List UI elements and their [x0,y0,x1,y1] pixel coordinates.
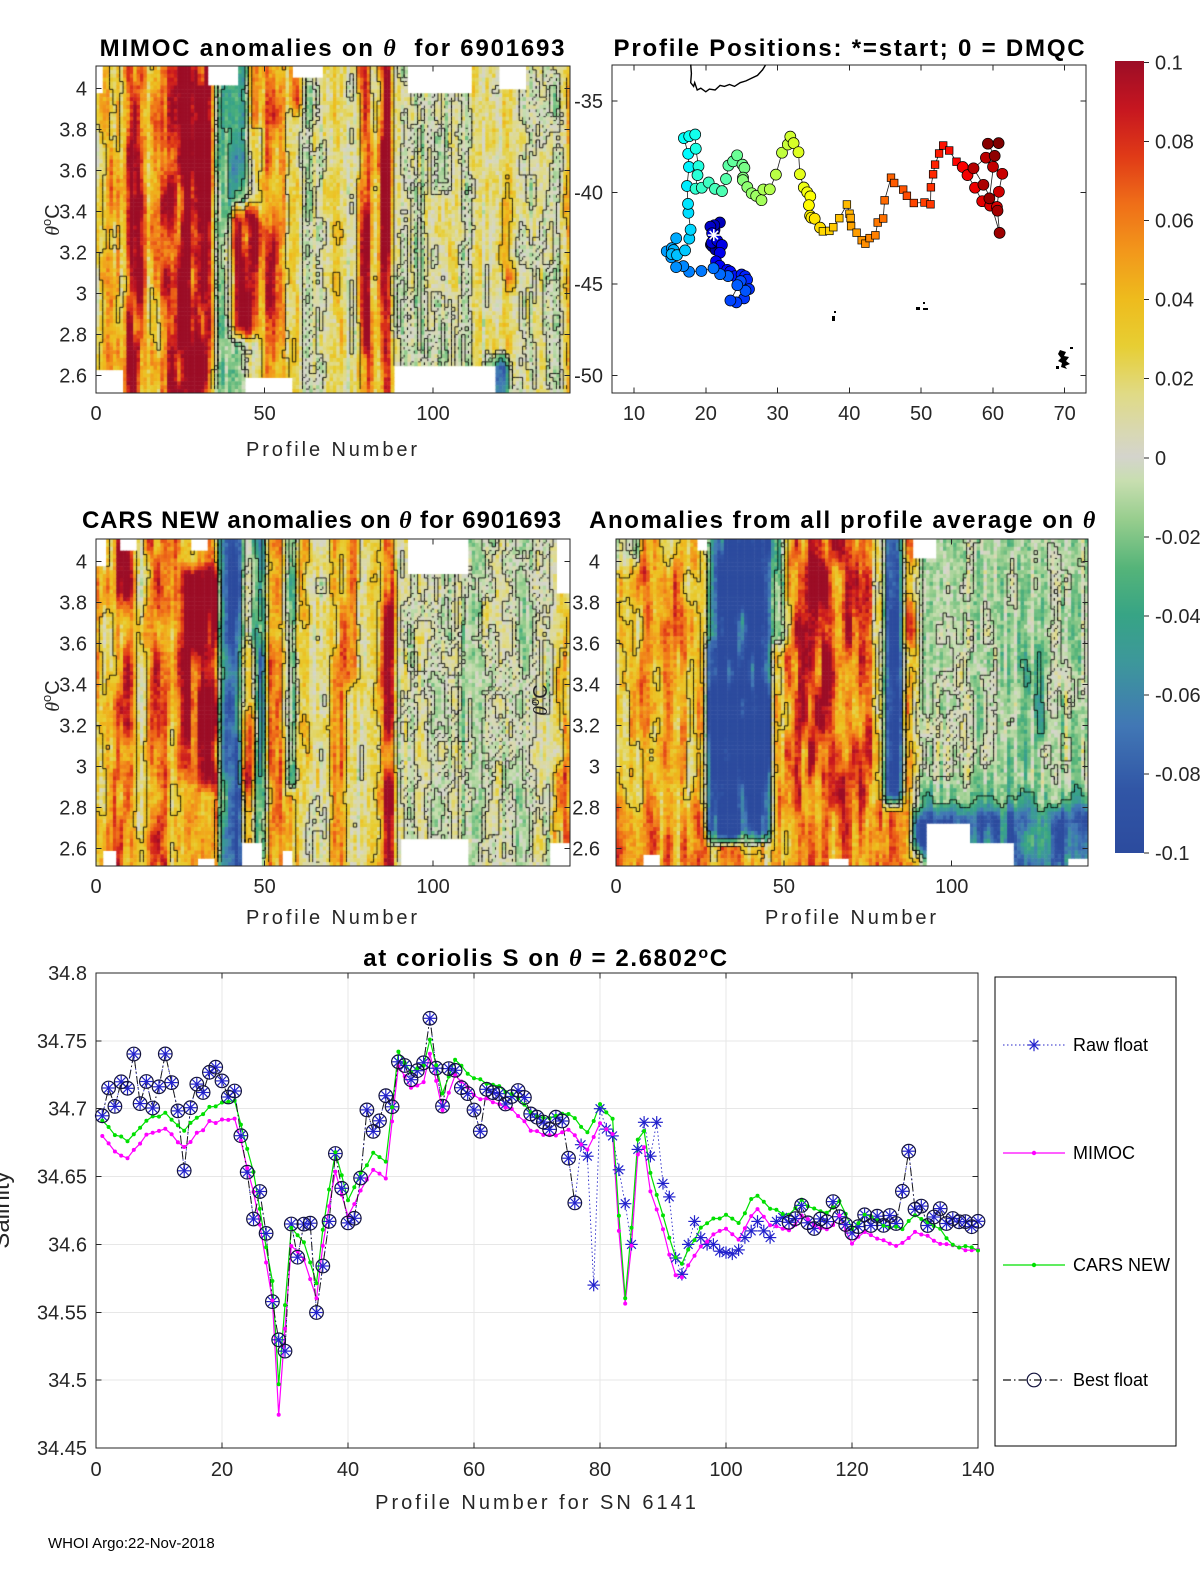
svg-text:Profile Positions: *=start; 0: Profile Positions: *=start; 0 = DMQC [614,35,1087,62]
svg-text:4: 4 [76,552,87,574]
svg-text:34.65: 34.65 [37,1167,87,1189]
svg-text:70: 70 [1054,403,1076,425]
svg-text:at coriolis S on θ = 2.6802oC: at coriolis S on θ = 2.6802oC [363,945,728,972]
svg-text:50: 50 [253,876,275,898]
svg-text:3: 3 [76,757,87,779]
svg-text:-0.04: -0.04 [1155,606,1200,628]
svg-text:34.75: 34.75 [37,1031,87,1053]
svg-text:3.8: 3.8 [59,593,87,615]
svg-text:0.06: 0.06 [1155,211,1194,233]
svg-text:MIMOC: MIMOC [1073,1143,1135,1163]
svg-text:3.2: 3.2 [572,716,600,738]
svg-text:20: 20 [211,1459,233,1481]
svg-text:2.6: 2.6 [59,366,87,388]
svg-text:0: 0 [610,876,621,898]
svg-text:0: 0 [90,876,101,898]
svg-text:100: 100 [935,876,968,898]
svg-text:2.6: 2.6 [572,839,600,861]
svg-text:2.8: 2.8 [59,798,87,820]
svg-text:θoC: θoC [39,680,64,712]
svg-text:-35: -35 [574,91,603,113]
svg-text:-0.02: -0.02 [1155,527,1200,549]
svg-text:40: 40 [337,1459,359,1481]
svg-text:100: 100 [416,876,449,898]
svg-text:50: 50 [773,876,795,898]
svg-text:0: 0 [90,403,101,425]
svg-text:50: 50 [253,403,275,425]
svg-text:3.2: 3.2 [59,716,87,738]
svg-text:40: 40 [838,403,860,425]
svg-text:50: 50 [910,403,932,425]
svg-text:0.08: 0.08 [1155,132,1194,154]
svg-text:-45: -45 [574,274,603,296]
svg-text:3.4: 3.4 [59,675,87,697]
svg-text:3.4: 3.4 [572,675,600,697]
svg-text:0: 0 [90,1459,101,1481]
svg-text:-0.08: -0.08 [1155,764,1200,786]
svg-text:0.04: 0.04 [1155,290,1194,312]
svg-text:20: 20 [695,403,717,425]
svg-text:60: 60 [463,1459,485,1481]
svg-text:34.45: 34.45 [37,1438,87,1460]
svg-text:30: 30 [766,403,788,425]
svg-text:100: 100 [709,1459,742,1481]
svg-text:Profile Number: Profile Number [765,907,939,929]
svg-text:0.1: 0.1 [1155,53,1183,75]
svg-text:3: 3 [76,284,87,306]
svg-text:10: 10 [623,403,645,425]
svg-text:4: 4 [589,552,600,574]
svg-text:80: 80 [589,1459,611,1481]
svg-text:2.8: 2.8 [572,798,600,820]
svg-text:3.6: 3.6 [59,634,87,656]
svg-text:34.5: 34.5 [48,1370,87,1392]
svg-text:3.6: 3.6 [572,634,600,656]
svg-text:34.55: 34.55 [37,1302,87,1324]
svg-text:θoC: θoC [39,204,64,236]
svg-text:0.02: 0.02 [1155,369,1194,391]
svg-text:0: 0 [1155,448,1166,470]
svg-text:-50: -50 [574,366,603,388]
svg-text:CARS NEW: CARS NEW [1073,1255,1170,1275]
svg-text:60: 60 [982,403,1004,425]
svg-text:140: 140 [961,1459,994,1481]
svg-text:3.2: 3.2 [59,243,87,265]
svg-text:100: 100 [416,403,449,425]
svg-text:4: 4 [76,79,87,101]
svg-text:34.8: 34.8 [48,963,87,985]
svg-text:Best float: Best float [1073,1370,1148,1390]
svg-text:3.6: 3.6 [59,161,87,183]
svg-text:2.8: 2.8 [59,325,87,347]
svg-text:-0.06: -0.06 [1155,685,1200,707]
svg-text:2.6: 2.6 [59,839,87,861]
svg-text:3.8: 3.8 [59,120,87,142]
svg-text:34.6: 34.6 [48,1234,87,1256]
svg-text:Profile Number for SN 6141: Profile Number for SN 6141 [375,1492,699,1514]
svg-text:3.8: 3.8 [572,593,600,615]
svg-text:34.7: 34.7 [48,1099,87,1121]
svg-text:θoC: θoC [527,684,552,716]
svg-text:Profile Number: Profile Number [246,907,420,929]
svg-text:Salinity: Salinity [0,1171,15,1248]
svg-text:3.4: 3.4 [59,202,87,224]
svg-text:Raw float: Raw float [1073,1035,1148,1055]
svg-text:120: 120 [835,1459,868,1481]
svg-text:CARS NEW anomalies on θ for 69: CARS NEW anomalies on θ for 6901693 [82,507,562,534]
svg-text:Anomalies from all profile ave: Anomalies from all profile average on θ [589,507,1097,534]
svg-text:MIMOC anomalies on θ for 6901: MIMOC anomalies on θ for 6901693 [100,35,567,62]
svg-text:-0.1: -0.1 [1155,843,1189,865]
svg-text:-40: -40 [574,183,603,205]
svg-text:WHOI Argo:22-Nov-2018: WHOI Argo:22-Nov-2018 [48,1535,215,1552]
svg-text:3: 3 [589,757,600,779]
svg-text:Profile Number: Profile Number [246,439,420,461]
